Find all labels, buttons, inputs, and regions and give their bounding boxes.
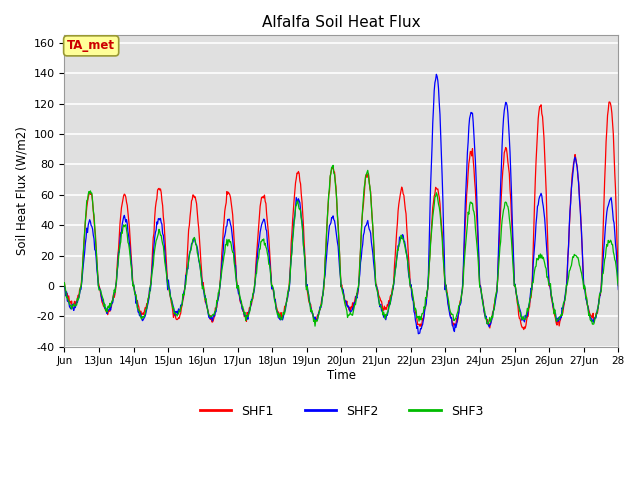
SHF1: [614, 283, 622, 288]
SHF1: [276, 314, 284, 320]
SHF3: [125, 247, 133, 252]
SHF3: [329, 162, 337, 168]
SHF2: [430, 88, 438, 94]
SHF3: [400, 239, 408, 245]
Line: SHF2: SHF2: [65, 74, 618, 334]
SHF2: [415, 331, 422, 336]
SHF2: [61, 284, 68, 289]
SHF1: [399, 186, 406, 192]
SHF1: [125, 225, 133, 230]
SHF3: [431, 194, 439, 200]
SHF1: [606, 99, 614, 105]
SHF2: [227, 224, 235, 230]
Text: TA_met: TA_met: [67, 39, 115, 52]
SHF3: [227, 242, 235, 248]
SHF3: [61, 280, 68, 286]
SHF2: [125, 240, 133, 246]
SHF2: [276, 316, 284, 322]
Y-axis label: Soil Heat Flux (W/m2): Soil Heat Flux (W/m2): [15, 127, 28, 255]
SHF2: [433, 72, 440, 77]
SHF3: [276, 312, 284, 317]
SHF3: [311, 323, 319, 329]
Line: SHF3: SHF3: [65, 165, 618, 326]
SHF1: [520, 327, 527, 333]
SHF2: [255, 242, 262, 248]
SHF3: [255, 254, 262, 260]
Line: SHF1: SHF1: [65, 102, 618, 330]
Title: Alfalfa Soil Heat Flux: Alfalfa Soil Heat Flux: [262, 15, 420, 30]
X-axis label: Time: Time: [327, 369, 356, 382]
SHF2: [399, 232, 406, 238]
SHF1: [227, 200, 235, 206]
SHF1: [255, 223, 262, 229]
Legend: SHF1, SHF2, SHF3: SHF1, SHF2, SHF3: [195, 400, 488, 423]
SHF2: [614, 287, 622, 292]
SHF1: [429, 200, 437, 205]
SHF3: [614, 283, 622, 288]
SHF1: [61, 280, 68, 286]
